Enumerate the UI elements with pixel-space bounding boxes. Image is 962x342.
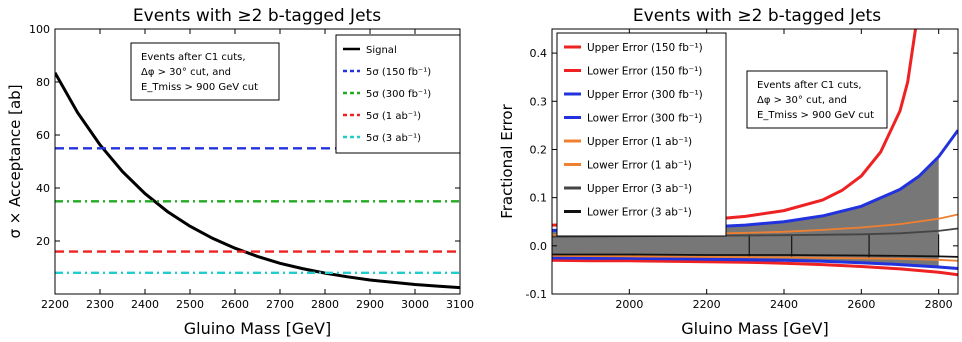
legend-label-1: Upper Error (150 fb⁻¹) (587, 42, 703, 54)
y-tick-label: 0.3 (530, 95, 548, 108)
legend-label-4: Lower Error (300 fb⁻¹) (587, 113, 702, 125)
annotation-line: Events after C1 cuts, (757, 80, 862, 91)
legend-label-8: Lower Error (3 ab⁻¹) (587, 207, 692, 219)
chart-panel-2: 2000 2200 2400 2600 2800 -0.1 0.0 0.1 0.2 0.3 0.4 E… (498, 6, 959, 338)
legend-label-5: Upper Error (1 ab⁻¹) (587, 136, 692, 148)
x-tick-label: 2700 (266, 298, 294, 311)
legend-label-1: Signal (366, 45, 397, 56)
y-tick-label: -0.1 (526, 288, 547, 301)
x-tick-label: 2900 (356, 298, 384, 311)
chart-title: Events with ≥2 b-tagged Jets (133, 6, 381, 26)
x-tick-label: 2400 (770, 298, 798, 311)
legend-label-7: Upper Error (3 ab⁻¹) (587, 183, 692, 195)
plot-frame (54, 28, 461, 295)
y-tick-label: 0.2 (530, 143, 548, 156)
x-tick-label: 2200 (41, 298, 69, 311)
x-tick-label: 2000 (615, 298, 643, 311)
plot-frame (551, 28, 959, 295)
series-line-8 (552, 253, 958, 258)
legend-label-3: Upper Error (300 fb⁻¹) (587, 89, 703, 101)
annotation-line: Events after C1 cuts, (141, 52, 246, 63)
x-tick-label: 3100 (446, 298, 474, 311)
legend-label-5: 5σ (3 ab⁻¹) (366, 133, 421, 144)
x-tick-label: 2800 (311, 298, 339, 311)
plot-area (55, 71, 460, 290)
x-tick-label: 3000 (401, 298, 429, 311)
y-tick-label: 0.4 (530, 47, 548, 60)
legend-label-6: Lower Error (1 ab⁻¹) (587, 160, 692, 172)
series-line-1 (55, 71, 460, 290)
x-axis-label: Gluino Mass [GeV] (184, 319, 331, 338)
x-tick-label: 2600 (847, 298, 875, 311)
y-tick-label: 40 (36, 182, 50, 195)
y-tick-label: 100 (29, 23, 50, 36)
chart-title: Events with ≥2 b-tagged Jets (633, 6, 881, 26)
annotation-line: E_Tmiss > 900 GeV cut (757, 110, 874, 121)
chart-panel-1: 2200 2300 2400 2500 2600 2700 2800 2900 3000 3100… (6, 6, 474, 338)
y-axis-label: Fractional Error (498, 103, 516, 218)
series-line-6 (552, 255, 958, 262)
x-tick-label: 2300 (86, 298, 114, 311)
annotation-line: Δφ > 30° cut, and (757, 95, 847, 106)
y-tick-label: 80 (36, 76, 50, 89)
legend-box (335, 34, 461, 154)
y-tick-label: 0.1 (530, 192, 548, 205)
series-line-2 (552, 258, 958, 277)
x-tick-label: 2600 (221, 298, 249, 311)
legend-label-2: Lower Error (150 fb⁻¹) (587, 66, 702, 78)
series-line-4 (552, 256, 958, 270)
annotation-box (130, 42, 280, 101)
y-tick-label: 20 (36, 235, 50, 248)
legend-label-3: 5σ (300 fb⁻¹) (366, 89, 431, 100)
x-tick-label: 2500 (176, 298, 204, 311)
x-axis-label: Gluino Mass [GeV] (681, 319, 828, 338)
annotation-line: E_Tmiss > 900 GeV cut (141, 82, 258, 93)
x-tick-label: 2800 (925, 298, 953, 311)
legend-box (556, 32, 727, 237)
uncertainty-band (552, 156, 939, 267)
annotation-line: Δφ > 30° cut, and (141, 67, 231, 78)
annotation-box (746, 70, 888, 129)
y-axis-label: σ × Acceptance [ab] (6, 84, 24, 238)
legend-label-2: 5σ (150 fb⁻¹) (366, 67, 431, 78)
y-tick-label: 0.0 (530, 240, 548, 253)
x-tick-label: 2400 (131, 298, 159, 311)
x-tick-label: 2200 (693, 298, 721, 311)
y-tick-label: 60 (36, 129, 50, 142)
legend-label-4: 5σ (1 ab⁻¹) (366, 111, 421, 122)
